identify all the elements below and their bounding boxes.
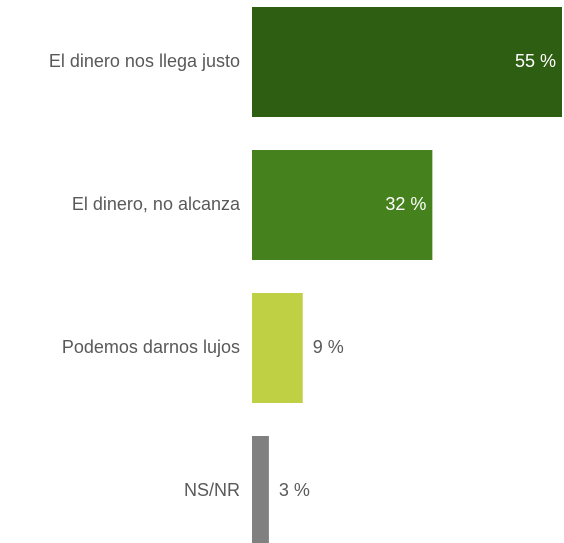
category-label: El dinero, no alcanza xyxy=(72,194,241,214)
bar xyxy=(252,436,269,543)
category-label: El dinero nos llega justo xyxy=(49,51,240,71)
category-label: NS/NR xyxy=(184,480,240,500)
bar xyxy=(252,293,303,403)
value-label: 32 % xyxy=(385,194,426,214)
value-label: 9 % xyxy=(313,337,344,357)
value-label: 3 % xyxy=(279,480,310,500)
bar xyxy=(252,7,562,117)
value-label: 55 % xyxy=(515,51,556,71)
category-label: Podemos darnos lujos xyxy=(62,337,240,357)
bar xyxy=(252,150,433,260)
